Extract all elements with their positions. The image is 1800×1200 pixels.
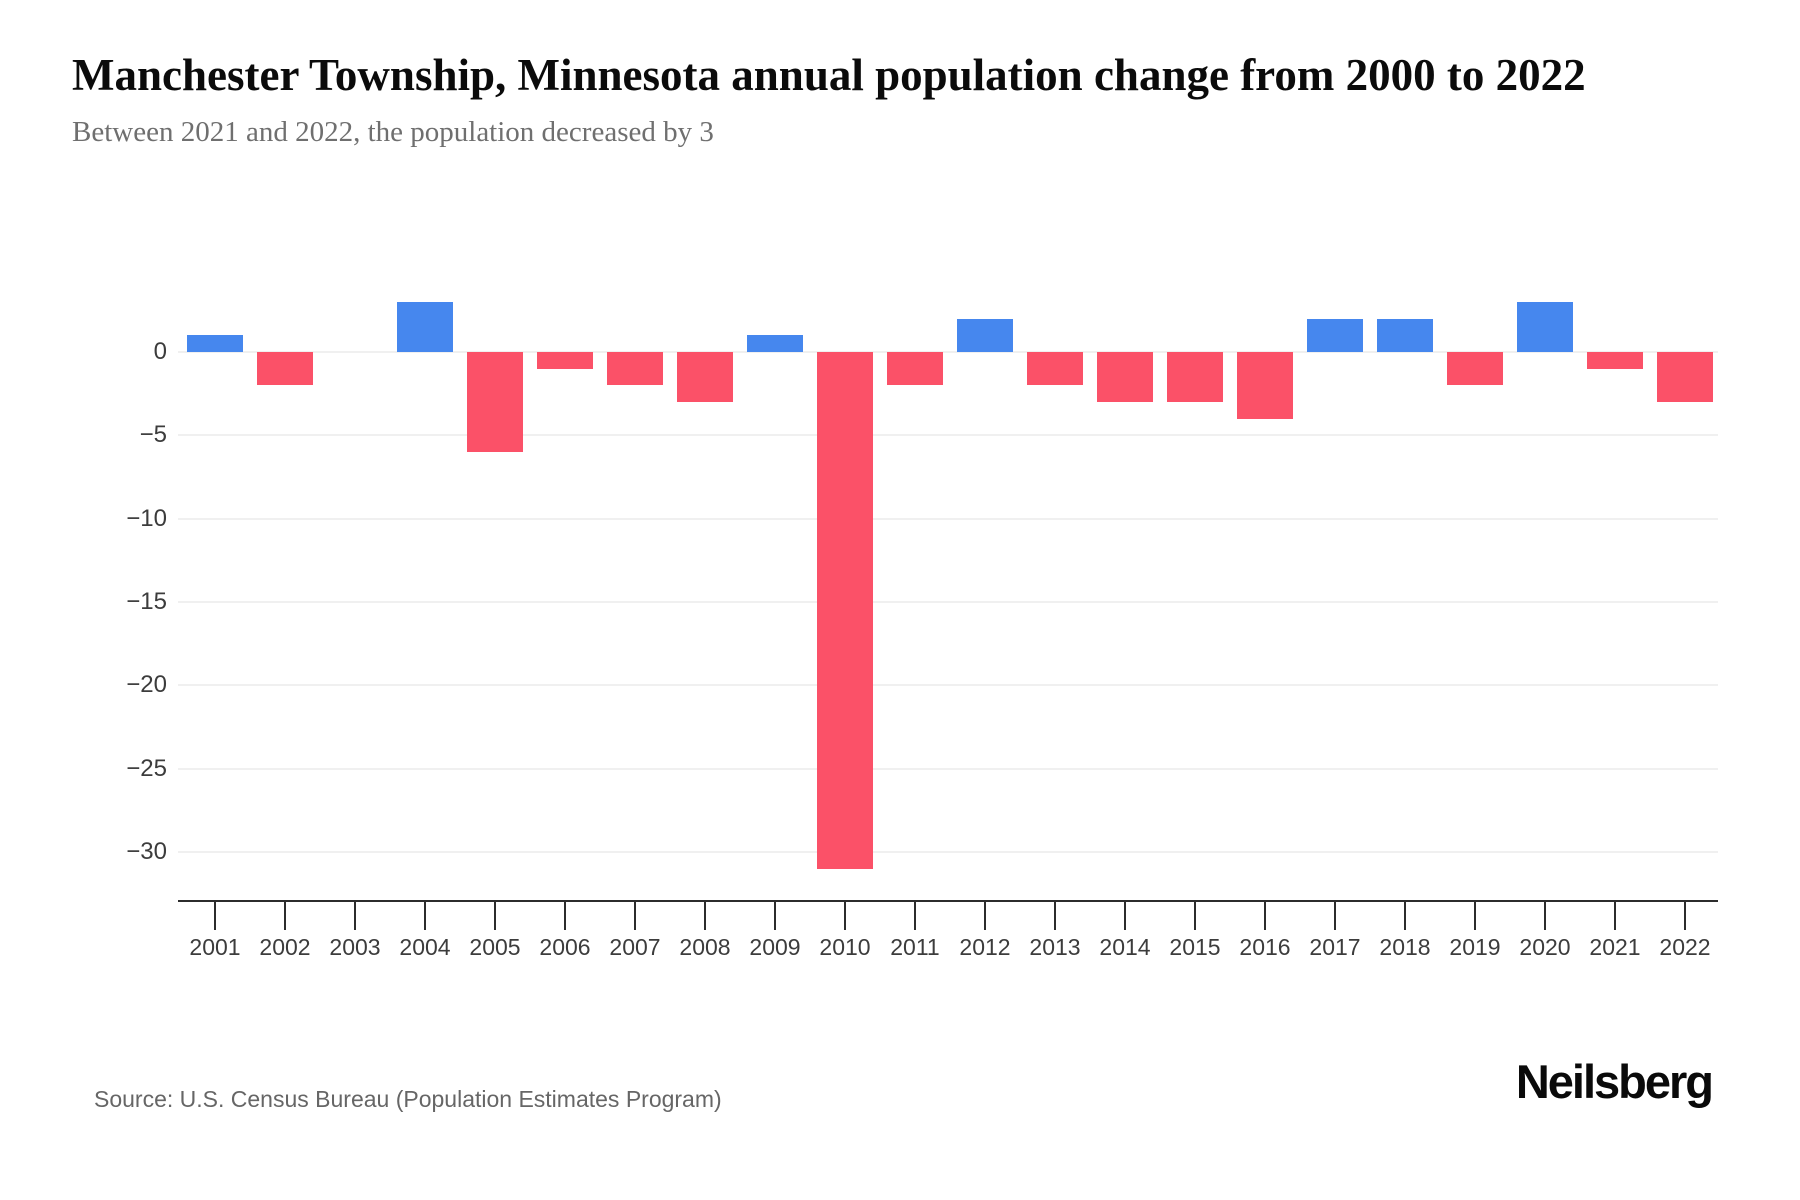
bar-2018[interactable] xyxy=(1377,318,1433,352)
x-axis-tick xyxy=(1194,902,1196,930)
bar-2006[interactable] xyxy=(537,352,593,369)
x-axis-tick xyxy=(634,902,636,930)
x-axis-label: 2011 xyxy=(890,934,940,960)
bar-2013[interactable] xyxy=(1027,352,1083,386)
y-axis-label: −10 xyxy=(126,504,167,532)
bar-2016[interactable] xyxy=(1237,352,1293,419)
y-axis-label: −25 xyxy=(126,754,167,782)
x-axis-label: 2001 xyxy=(189,934,241,960)
bar-2011[interactable] xyxy=(887,352,943,386)
bar-2017[interactable] xyxy=(1307,318,1363,352)
x-axis-label: 2010 xyxy=(819,934,871,960)
x-axis-label: 2013 xyxy=(1029,934,1081,960)
x-axis-line xyxy=(178,900,1718,902)
bar-2005[interactable] xyxy=(467,352,523,452)
bar-2021[interactable] xyxy=(1587,352,1643,369)
x-axis-tick xyxy=(354,902,356,930)
x-axis-tick xyxy=(1474,902,1476,930)
bar-2007[interactable] xyxy=(607,352,663,386)
x-axis-label: 2017 xyxy=(1309,934,1361,960)
gridline xyxy=(178,767,1718,770)
x-axis-tick xyxy=(1264,902,1266,930)
x-axis-label: 2005 xyxy=(469,934,521,960)
gridline xyxy=(178,684,1718,687)
x-axis-label: 2007 xyxy=(609,934,661,960)
x-axis-label: 2006 xyxy=(539,934,591,960)
x-axis-tick xyxy=(1404,902,1406,930)
bar-2010[interactable] xyxy=(817,352,873,869)
x-axis-tick xyxy=(844,902,846,930)
x-axis-tick xyxy=(1124,902,1126,930)
bar-2019[interactable] xyxy=(1447,352,1503,386)
x-axis-label: 2016 xyxy=(1239,934,1291,960)
x-axis-label: 2018 xyxy=(1379,934,1431,960)
neilsberg-logo[interactable]: Neilsberg xyxy=(1515,1055,1714,1108)
x-axis-tick xyxy=(1544,902,1546,930)
y-axis-label: −30 xyxy=(126,838,167,865)
bar-2022[interactable] xyxy=(1657,352,1713,402)
gridline xyxy=(178,517,1718,520)
x-axis-label: 2009 xyxy=(749,934,801,960)
x-axis-tick xyxy=(914,902,916,930)
x-axis-label: 2015 xyxy=(1169,934,1221,960)
x-axis-label: 2008 xyxy=(679,934,731,960)
gridline xyxy=(178,351,1718,353)
bar-2004[interactable] xyxy=(397,302,453,352)
y-axis-label: −15 xyxy=(126,588,167,615)
gridline xyxy=(178,601,1718,603)
bar-2009[interactable] xyxy=(747,335,803,352)
x-axis-label: 2019 xyxy=(1449,934,1501,960)
x-axis-tick xyxy=(284,902,286,930)
y-axis-label: −20 xyxy=(126,671,167,699)
x-axis-label: 2002 xyxy=(259,934,311,960)
gridline xyxy=(178,851,1718,853)
x-axis-tick xyxy=(214,902,216,930)
bar-2015[interactable] xyxy=(1167,352,1223,402)
x-axis-label: 2020 xyxy=(1519,934,1571,960)
x-axis-tick xyxy=(774,902,776,930)
y-axis-label: 0 xyxy=(153,338,167,365)
bar-2012[interactable] xyxy=(957,318,1013,352)
x-axis-tick xyxy=(1054,902,1056,930)
bar-2001[interactable] xyxy=(187,335,243,352)
source-text: Source: U.S. Census Bureau (Population E… xyxy=(94,1086,722,1112)
x-axis-label: 2003 xyxy=(329,934,381,960)
x-axis-tick xyxy=(1614,902,1616,930)
bar-2014[interactable] xyxy=(1097,352,1153,402)
x-axis-label: 2004 xyxy=(399,934,451,960)
x-axis-label: 2021 xyxy=(1589,934,1641,960)
x-axis-tick xyxy=(984,902,986,930)
x-axis-tick xyxy=(1334,902,1336,930)
x-axis-tick xyxy=(424,902,426,930)
bar-2008[interactable] xyxy=(677,352,733,402)
x-axis-tick xyxy=(564,902,566,930)
y-axis-label: −5 xyxy=(139,421,167,449)
bar-2020[interactable] xyxy=(1517,302,1573,352)
x-axis-label: 2014 xyxy=(1099,934,1151,960)
x-axis-tick xyxy=(494,902,496,930)
x-axis-label: 2012 xyxy=(959,934,1011,960)
x-axis-label: 2022 xyxy=(1659,934,1711,960)
x-axis-tick xyxy=(704,902,706,930)
chart-title: Manchester Township, Minnesota annual po… xyxy=(72,50,1586,100)
bar-2002[interactable] xyxy=(257,352,313,386)
x-axis-tick xyxy=(1684,902,1686,930)
chart-subtitle: Between 2021 and 2022, the population de… xyxy=(72,116,714,148)
gridline xyxy=(178,434,1718,437)
